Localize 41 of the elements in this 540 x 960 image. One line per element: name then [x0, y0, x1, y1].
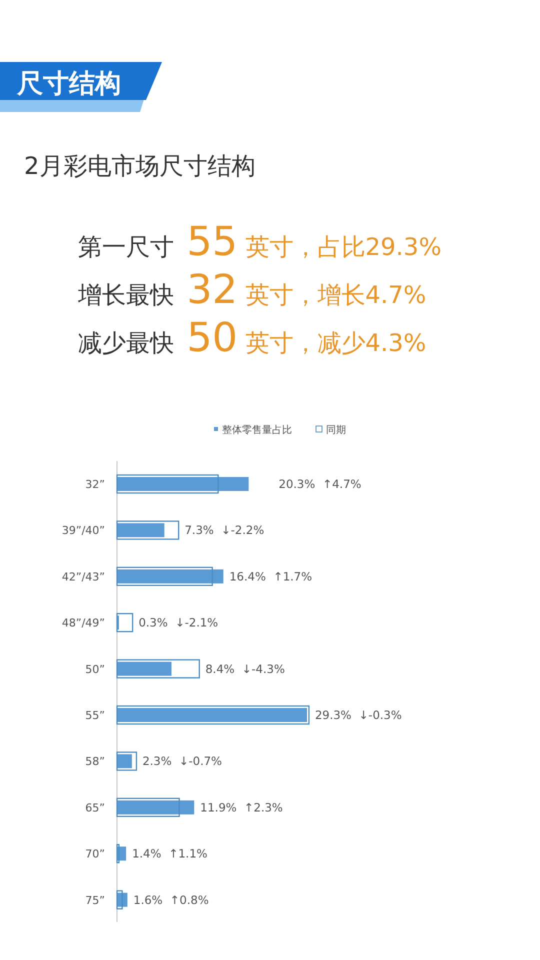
- chart-subtitle: 2月彩电市场尺寸结构: [24, 152, 256, 180]
- bar: [116, 798, 180, 817]
- y-tick-label: 75”: [85, 894, 105, 907]
- y-tick-label: 42”/43”: [62, 570, 105, 584]
- bar: [116, 890, 123, 910]
- bar: [117, 800, 194, 814]
- data-label: 0.3% ↓-2.1%: [138, 616, 218, 630]
- data-label: 29.3% ↓-0.3%: [314, 708, 402, 722]
- bar: [116, 752, 138, 771]
- data-label: 8.4% ↓-4.3%: [205, 662, 285, 676]
- data-label: 11.9% ↑2.3%: [200, 800, 283, 814]
- y-tick-label: 55”: [85, 709, 105, 722]
- data-label: 2.3% ↓-0.7%: [142, 754, 222, 768]
- y-tick-label: 50”: [85, 662, 105, 676]
- text: 减少最快 50 英寸，减少4.3%: [78, 315, 426, 361]
- y-tick-label: 32”: [85, 478, 105, 491]
- data-label: 16.4% ↑1.7%: [229, 569, 312, 584]
- data-label: 7.3% ↓-2.2%: [184, 523, 264, 538]
- bar: [117, 662, 172, 676]
- bar: [116, 659, 200, 678]
- bar: [116, 474, 219, 494]
- data-label: 20.3% ↑4.7%: [278, 477, 362, 491]
- chart-title: 尺寸结构: [16, 69, 121, 99]
- bar: [116, 566, 213, 586]
- bar: [116, 520, 180, 540]
- y-tick-label: 39”/40”: [62, 524, 105, 538]
- legend-label: 同期: [326, 424, 346, 436]
- y-tick-label: 70”: [85, 848, 105, 861]
- y-tick-label: 65”: [85, 801, 105, 814]
- legend-label: 整体零售量占比: [222, 424, 292, 436]
- bar: [117, 569, 224, 584]
- bar: [117, 523, 164, 538]
- text: 增长最快 32 英寸，增长4.7%: [77, 267, 426, 313]
- bar: [117, 477, 249, 491]
- data-label: 1.4% ↑1.1%: [132, 846, 208, 861]
- data-label: 1.6% ↑0.8%: [133, 892, 209, 907]
- y-tick-label: 48”/49”: [62, 616, 105, 630]
- bar: [116, 844, 120, 864]
- y-tick-label: 58”: [85, 755, 105, 768]
- bar: [116, 613, 134, 632]
- text: 第一尺寸 55 英寸，占比29.3%: [78, 219, 442, 265]
